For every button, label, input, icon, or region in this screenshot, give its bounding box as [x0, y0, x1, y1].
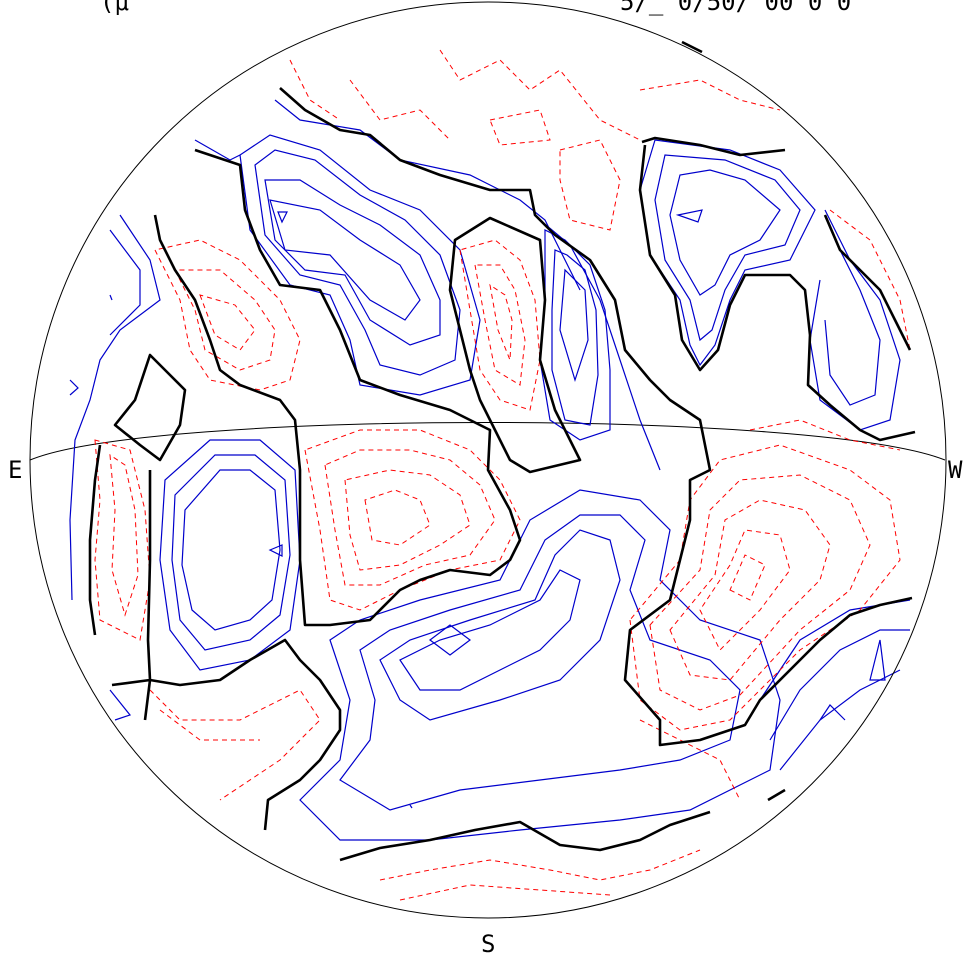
stereonet-primitive-circle — [29, 1, 947, 919]
header-left-fragment: (μ — [100, 0, 129, 16]
header-right-fragment: 5/_ 0/50/ 00 0 0 — [620, 0, 851, 16]
compass-label-south: S — [481, 930, 495, 958]
compass-label-east: E — [8, 456, 22, 484]
zero-contours — [88, 40, 916, 862]
compass-label-west: W — [948, 456, 963, 484]
negative-contours — [94, 49, 911, 901]
horizon-great-circle — [29, 422, 946, 461]
